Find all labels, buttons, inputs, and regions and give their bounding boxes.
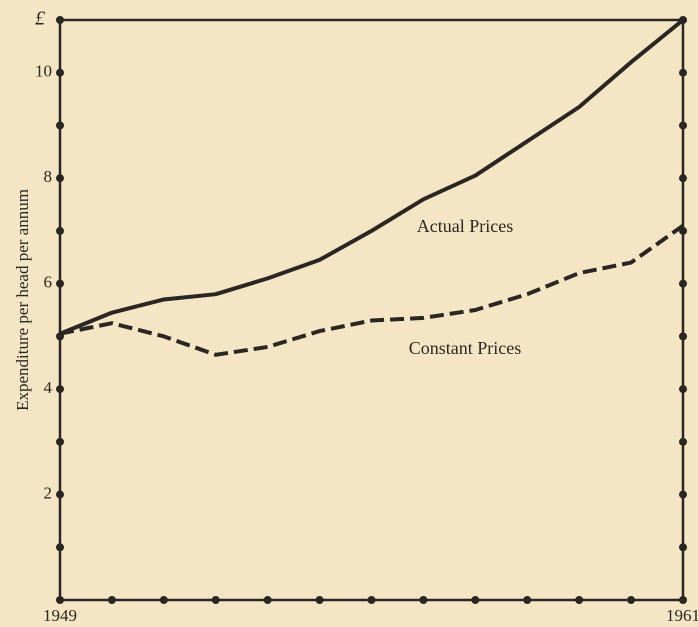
- y-minor-tick-right: [679, 332, 687, 341]
- x-tick-label: 1949: [43, 606, 77, 625]
- y-axis-label: Expenditure per head per annum: [13, 189, 32, 411]
- x-minor-tick: [471, 596, 480, 604]
- y-tick-label: 10: [35, 62, 52, 81]
- y-tick-right: [679, 490, 687, 499]
- x-minor-tick: [523, 596, 532, 604]
- y-tick: [56, 68, 64, 77]
- y-minor-tick: [56, 437, 64, 446]
- series-label: Actual Prices: [417, 216, 513, 236]
- x-minor-tick: [367, 596, 376, 604]
- y-minor-tick-right: [679, 543, 687, 552]
- y-tick: [56, 174, 64, 183]
- y-tick-right: [679, 385, 687, 394]
- x-tick: [56, 596, 64, 604]
- y-minor-tick-right: [679, 437, 687, 446]
- data-line: [59, 224, 685, 357]
- y-minor-tick: [56, 226, 64, 235]
- y-unit: £: [35, 8, 46, 30]
- x-minor-tick: [419, 596, 428, 604]
- x-minor-tick: [159, 596, 168, 604]
- y-minor-tick: [56, 121, 64, 130]
- y-tick: [56, 279, 64, 288]
- y-tick-label: 2: [44, 483, 53, 502]
- y-tick-right: [679, 174, 687, 183]
- x-minor-tick: [575, 596, 584, 604]
- x-minor-tick: [107, 596, 116, 604]
- y-tick-label: 8: [44, 167, 53, 186]
- x-tick-label: 1961: [666, 606, 698, 625]
- y-tick: [56, 385, 64, 394]
- x-minor-tick: [211, 596, 220, 604]
- y-tick-label: 6: [44, 273, 53, 292]
- y-tick: [56, 490, 64, 499]
- y-tick-right: [679, 68, 687, 77]
- x-minor-tick: [315, 596, 324, 604]
- y-minor-tick: [56, 543, 64, 552]
- x-minor-tick: [263, 596, 272, 604]
- data-line: [59, 18, 685, 336]
- y-tick-label: 4: [44, 378, 53, 397]
- x-minor-tick: [627, 596, 636, 604]
- y-tick-right: [679, 279, 687, 288]
- x-tick: [679, 596, 687, 604]
- y-minor-tick: [56, 16, 64, 24]
- y-minor-tick-right: [679, 121, 687, 130]
- series-label: Constant Prices: [409, 338, 522, 358]
